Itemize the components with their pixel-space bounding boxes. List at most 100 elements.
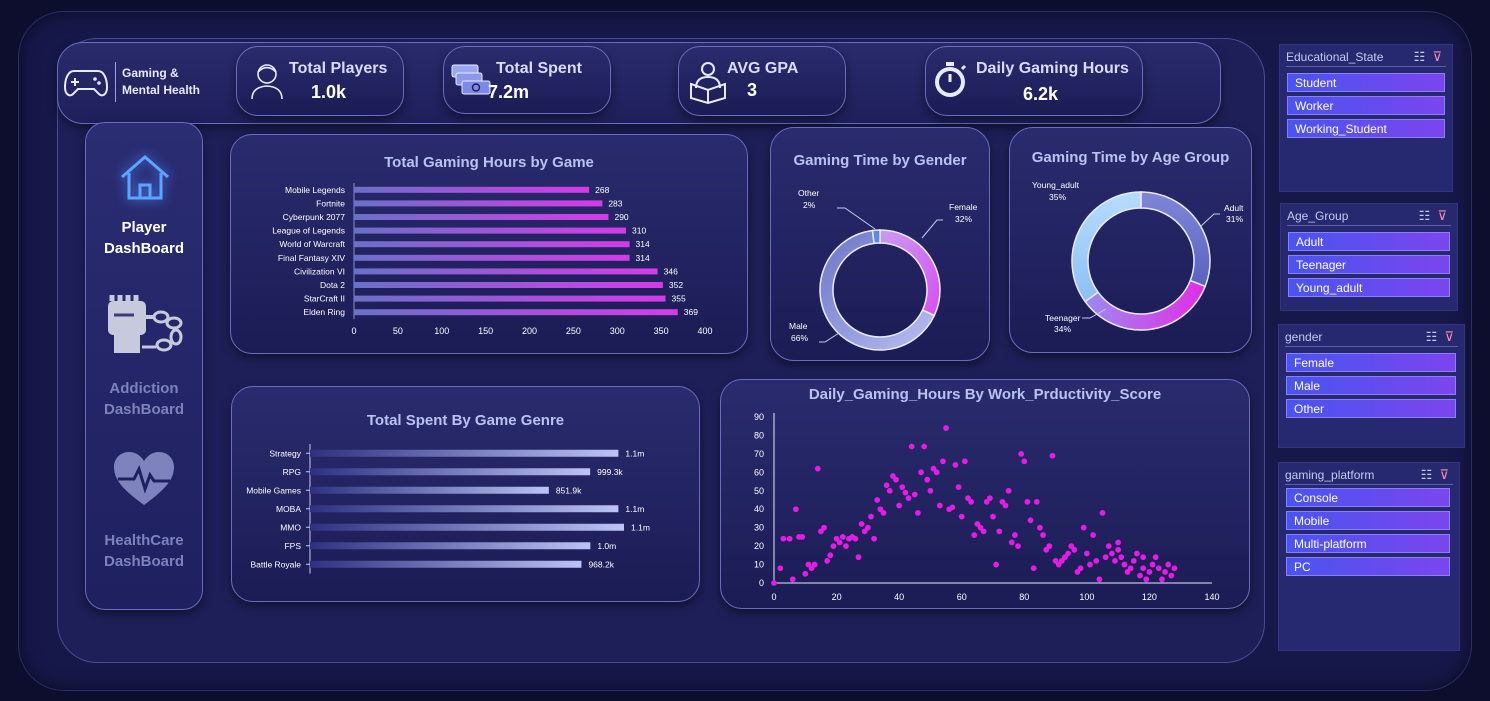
scatter-point-2 [780, 535, 787, 542]
scatter-point-17 [830, 543, 837, 550]
category-label-final-fantasy-xiv: Final Fantasy XIV [278, 253, 345, 263]
bar-civilization-vi [354, 268, 658, 275]
scatter-point-96 [1077, 565, 1084, 572]
chained-fist-icon [108, 295, 183, 353]
bar-world-of-warcraft [354, 241, 630, 248]
category-label-cyberpunk-2077: Cyberpunk 2077 [283, 212, 346, 222]
kpi-card-avg-gpa: AVG GPA 3 [678, 46, 846, 116]
clear-filter-icon[interactable]: ⊽ [1444, 329, 1454, 344]
x-tick-label-120: 120 [1142, 592, 1157, 602]
gender-slice-other [871, 229, 881, 245]
slicer-item-adult[interactable]: Adult [1288, 232, 1450, 251]
bar-starcraft-ii [354, 295, 666, 302]
leader-line-teenager [1082, 308, 1107, 319]
bar-league-of-legends [354, 227, 627, 234]
chart-title-gaming-hours-by-game: Total Gaming Hours by Game [384, 154, 594, 171]
slicer-item-male[interactable]: Male [1286, 376, 1456, 395]
scatter-point-97 [1080, 524, 1087, 531]
scatter-point-34 [883, 482, 890, 489]
slicer-item-worker[interactable]: Worker [1287, 96, 1445, 115]
bar-elden-ring [354, 309, 678, 316]
scatter-point-76 [1015, 543, 1021, 550]
clear-filter-icon[interactable]: ⊽ [1439, 467, 1449, 482]
scatter-point-84 [1040, 532, 1046, 538]
multi-select-icon[interactable]: ☷ [1420, 467, 1433, 482]
chart-title-total-spent-by-genre: Total Spent By Game Genre [366, 412, 565, 429]
kpi-total-players-title: Total Players [289, 60, 388, 77]
sidebar-item-addiction-label-2: DashBoard [103, 401, 185, 418]
sidebar-item-addiction-dashboard[interactable]: Addiction DashBoard [86, 295, 202, 421]
slicer-item-pc[interactable]: PC [1286, 557, 1450, 576]
chart-title-daily-hours-by-productivity: Daily_Gaming_Hours By Work_Prductivity_S… [808, 386, 1162, 403]
scatter-point-79 [1024, 498, 1031, 505]
scatter-point-57 [955, 484, 962, 490]
x-tick-label-80: 80 [1019, 592, 1029, 602]
leader-line-other [837, 207, 876, 230]
y-tick-label-0: 0 [759, 578, 764, 588]
scatter-point-74 [1008, 539, 1015, 546]
clear-filter-icon[interactable]: ⊽ [1432, 49, 1442, 64]
bar-fps [310, 542, 591, 550]
multi-select-icon[interactable]: ☷ [1418, 208, 1431, 223]
category-label-civilization-vi: Civilization VI [294, 266, 345, 276]
slicer-item-female[interactable]: Female [1286, 353, 1456, 372]
multi-select-icon[interactable]: ☷ [1425, 329, 1438, 344]
sidebar-item-healthcare-dashboard[interactable]: HealthCare DashBoard [86, 449, 202, 573]
scatter-point-3 [786, 535, 793, 542]
category-label-starcraft-ii: StarCraft II [304, 294, 345, 304]
slicer-item-multi-platform[interactable]: Multi-platform [1286, 534, 1450, 553]
slicer-educational-state-tools: ☷ ⊽ [1414, 49, 1442, 65]
slicer-item-young-adult[interactable]: Young_adult [1288, 278, 1450, 297]
scatter-point-80 [1027, 517, 1034, 524]
slicer-item-working-student[interactable]: Working_Student [1287, 119, 1445, 138]
y-tick-label-50: 50 [754, 486, 764, 496]
slicer-item-student[interactable]: Student [1287, 73, 1445, 92]
bar-mobile-games [310, 486, 549, 494]
scatter-point-77 [1018, 450, 1025, 457]
age-slice-teenager [1084, 279, 1207, 331]
slicer-educational-state: Educational_State ☷ ⊽ Student Worker Wor… [1279, 44, 1453, 192]
sidebar-item-healthcare-label-2: DashBoard [103, 553, 185, 570]
y-tick-label-10: 10 [754, 560, 764, 570]
slicer-header-rule [1286, 66, 1446, 67]
scatter-point-55 [949, 504, 956, 511]
donut-value-teenager: 34% [1054, 324, 1071, 334]
kpi-daily-gaming-hours-value: 6.2k [1023, 84, 1059, 104]
scatter-point-35 [886, 487, 893, 494]
multi-select-icon[interactable]: ☷ [1413, 49, 1426, 64]
scatter-point-107 [1112, 557, 1118, 564]
scatter-point-113 [1130, 557, 1137, 564]
x-tick-label-40: 40 [894, 592, 904, 602]
slicer-item-other[interactable]: Other [1286, 399, 1456, 418]
x-tick-label-0: 0 [351, 326, 356, 336]
student-reading-icon [690, 62, 726, 104]
x-tick-label-150: 150 [478, 326, 493, 336]
chart-card-gaming-time-by-age-group: Gaming Time by Age Group Adult 31% Teenage… [1009, 127, 1252, 353]
scatter-point-102 [1096, 576, 1103, 583]
slicer-item-teenager[interactable]: Teenager [1288, 255, 1450, 274]
scatter-point-65 [980, 528, 987, 535]
scatter-point-70 [996, 528, 1003, 535]
category-label-mmo: MMO [280, 522, 301, 532]
donut-value-young-adult: 35% [1049, 192, 1066, 202]
slicer-educational-state-title: Educational_State [1286, 50, 1384, 64]
x-tick-label-200: 200 [522, 326, 537, 336]
data-label-starcraft-ii: 355 [672, 294, 686, 304]
scatter-point-11 [811, 561, 818, 568]
scatter-point-110 [1121, 561, 1128, 568]
x-tick-label-300: 300 [610, 326, 625, 336]
donut-label-teenager: Teenager [1045, 313, 1081, 323]
slicer-item-console[interactable]: Console [1286, 488, 1450, 507]
donut-chart-gaming-time-by-gender: Female 32% Male 66% Other 2% [789, 188, 978, 351]
scatter-point-31 [874, 497, 881, 503]
donut-value-male: 66% [791, 333, 808, 343]
clear-filter-icon[interactable]: ⊽ [1437, 208, 1447, 223]
scatter-point-100 [1090, 532, 1097, 538]
data-label-league-of-legends: 310 [632, 226, 646, 236]
scatter-point-68 [990, 513, 996, 520]
scatter-point-124 [1165, 561, 1172, 568]
player-avatar-icon [251, 64, 283, 100]
slicer-item-mobile[interactable]: Mobile [1286, 511, 1450, 530]
sidebar-item-player-dashboard[interactable]: Player DashBoard [86, 147, 202, 267]
